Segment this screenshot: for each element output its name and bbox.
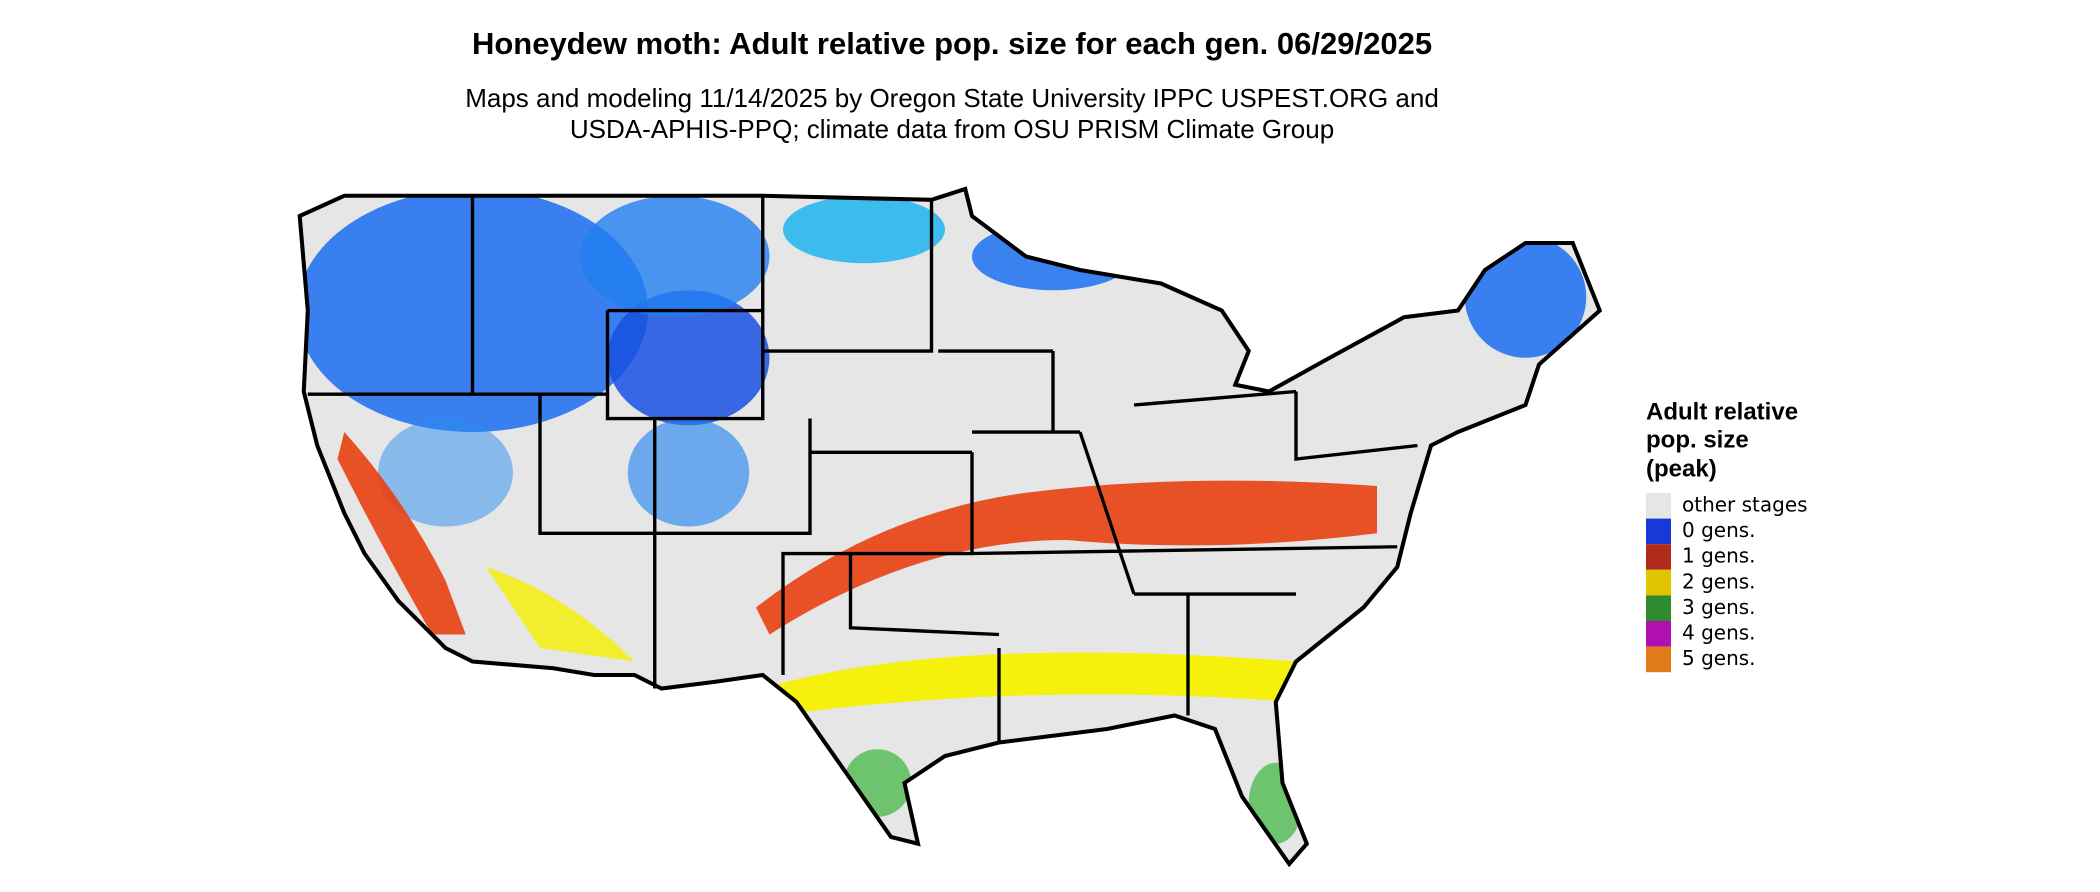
- legend-swatch: [1646, 621, 1671, 647]
- state-borders: [307, 195, 1418, 743]
- title: Honeydew moth: Adult relative pop. size …: [472, 26, 1432, 61]
- legend-swatch: [1646, 518, 1671, 545]
- legend-label: 5 gens.: [1682, 646, 1756, 670]
- legend-label: 1 gens.: [1682, 544, 1756, 568]
- legend-swatch: [1646, 646, 1671, 673]
- subtitle: USDA-APHIS-PPQ; climate data from OSU PR…: [570, 114, 1334, 144]
- legend-label: other stages: [1682, 493, 1808, 517]
- legend-label: 3 gens.: [1682, 595, 1756, 619]
- legend-title: (peak): [1646, 455, 1717, 482]
- legend-label: 2 gens.: [1682, 569, 1756, 593]
- legend-swatch: [1646, 569, 1671, 596]
- legend-swatch: [1646, 595, 1671, 621]
- map: [297, 189, 1600, 864]
- subtitle: Maps and modeling 11/14/2025 by Oregon S…: [465, 83, 1439, 113]
- legend-swatch: [1646, 493, 1671, 519]
- legend-swatch: [1646, 544, 1671, 570]
- legend-label: 0 gens.: [1682, 518, 1756, 542]
- legend-title: pop. size: [1646, 426, 1749, 453]
- legend-title: Adult relative: [1646, 398, 1798, 425]
- legend-label: 4 gens.: [1682, 621, 1756, 645]
